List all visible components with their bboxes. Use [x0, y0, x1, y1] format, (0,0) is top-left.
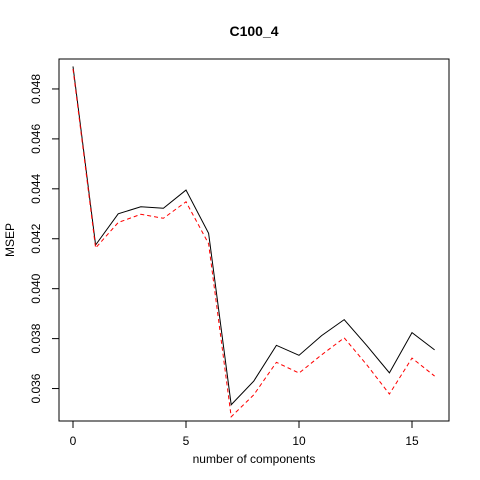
- y-tick-label: 0.046: [29, 124, 43, 154]
- y-tick-label: 0.038: [29, 323, 43, 353]
- x-tick-label: 0: [70, 434, 77, 448]
- y-tick-label: 0.042: [29, 223, 43, 253]
- y-tick-label: 0.036: [29, 373, 43, 403]
- series-line-dashed: [72, 68, 435, 418]
- chart-title: C100_4: [229, 23, 278, 39]
- y-axis: 0.036 0.038 0.040 0.042 0.044 0.046 0.048: [29, 74, 59, 404]
- y-axis-label: MSEP: [3, 223, 17, 257]
- x-tick-label: 15: [405, 434, 419, 448]
- y-tick-label: 0.044: [29, 173, 43, 203]
- plot-frame: [58, 58, 450, 422]
- x-axis-label: number of components: [193, 452, 316, 466]
- x-tick-label: 10: [292, 434, 306, 448]
- x-tick-label: 5: [183, 434, 190, 448]
- y-tick-label: 0.048: [29, 74, 43, 104]
- x-axis: 0 5 10 15: [70, 421, 419, 448]
- y-tick-label: 0.040: [29, 273, 43, 303]
- series-layer: [72, 66, 435, 418]
- series-line-solid: [72, 66, 435, 406]
